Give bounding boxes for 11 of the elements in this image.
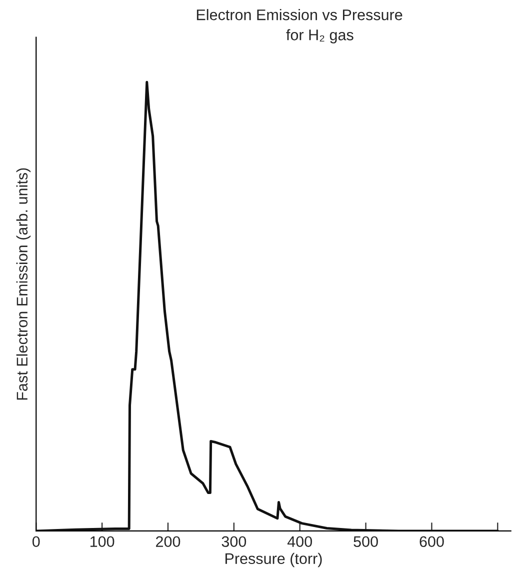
x-axis-title: Pressure (torr) [226, 552, 322, 568]
x-tick-label: 400 [287, 536, 312, 548]
x-tick-label: 300 [222, 536, 246, 548]
x-tick-label: 200 [156, 536, 180, 548]
chart-subtitle: for H₂ gas [286, 29, 354, 44]
y-axis-title: Fast Electron Emission (arb. units) [16, 168, 31, 400]
x-tick-label: 600 [420, 536, 444, 548]
chart-title: Electron Emission vs Pressure [196, 9, 402, 20]
x-tick-label: 0 [32, 536, 40, 548]
x-tick-label: 100 [90, 536, 114, 548]
x-tick-label: 500 [354, 536, 378, 548]
